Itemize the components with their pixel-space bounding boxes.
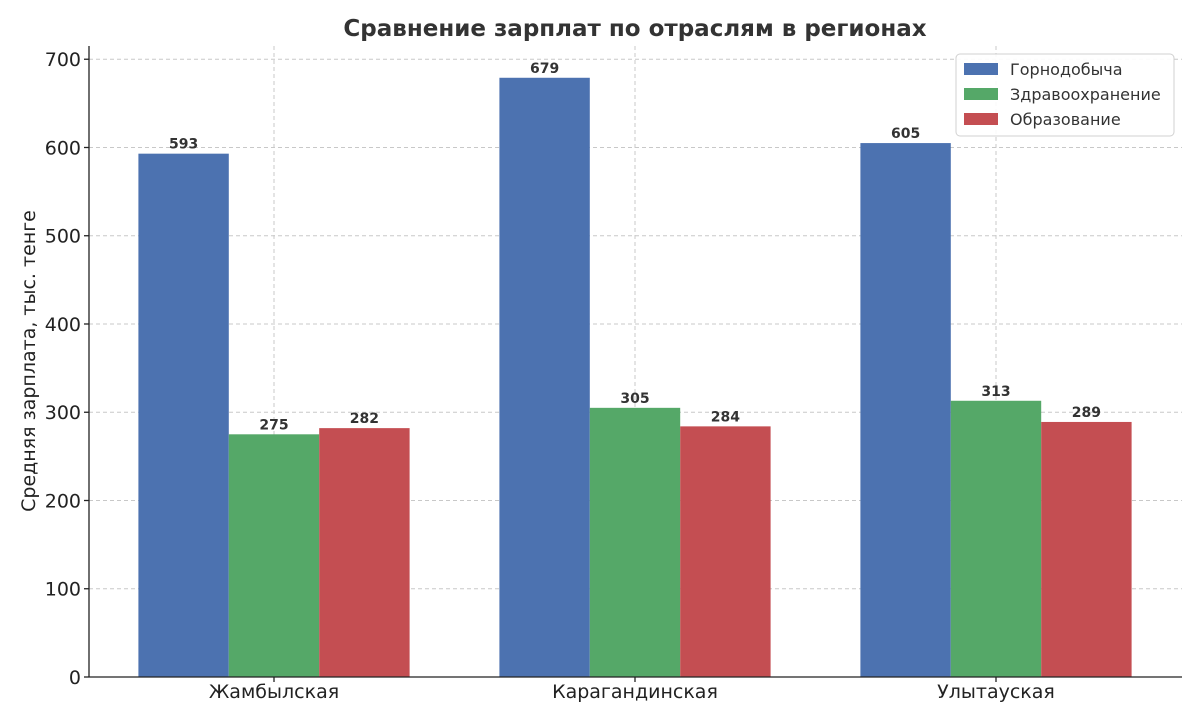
legend-label: Горнодобыча [1010, 60, 1123, 79]
legend: Горнодобыча Здравоохранение Образование [955, 53, 1175, 137]
legend-swatch [964, 88, 998, 100]
chart-title: Сравнение зарплат по отраслям в регионах [343, 16, 926, 42]
bar-value-label: 289 [1072, 405, 1101, 421]
y-tick-label: 700 [45, 49, 81, 71]
bar [228, 434, 320, 677]
legend-label: Образование [1010, 110, 1121, 129]
bar-value-label: 275 [259, 417, 288, 433]
y-tick-label: 0 [69, 667, 81, 689]
bar-value-label: 679 [530, 61, 559, 77]
x-tick-label: Жамбылская [209, 681, 339, 703]
legend-label: Здравоохранение [1010, 85, 1161, 104]
bar [319, 428, 410, 677]
bar [860, 143, 951, 678]
y-tick-label: 600 [45, 137, 81, 159]
y-tick-label: 400 [45, 314, 81, 336]
bar [499, 77, 590, 677]
legend-swatch [964, 63, 998, 75]
y-axis-label: Средняя зарплата, тыс. тенге [18, 210, 40, 512]
bar [589, 407, 681, 677]
bar [680, 426, 771, 677]
bar [1041, 421, 1132, 677]
bar-value-label: 605 [891, 126, 920, 142]
bar-value-label: 282 [350, 411, 379, 427]
axes: 0 100 200 300 400 500 600 700 Жамбылская Караганд… [45, 46, 1182, 703]
data-labels: 593 679 605 275 305 313 282 284 289 [169, 61, 1101, 434]
legend-swatch [964, 113, 998, 125]
y-tick-label: 200 [45, 490, 81, 512]
bar [138, 153, 229, 678]
bars [138, 77, 1132, 678]
bar-value-label: 284 [711, 409, 740, 425]
y-tick-label: 300 [45, 402, 81, 424]
y-tick-label: 500 [45, 226, 81, 248]
bar-value-label: 593 [169, 137, 198, 153]
bar-value-label: 305 [620, 391, 649, 407]
y-tick-label: 100 [45, 579, 81, 601]
x-tick-label: Карагандинская [552, 681, 718, 703]
x-tick-label: Улытауская [937, 681, 1055, 703]
bar-value-label: 313 [981, 384, 1010, 400]
legend-box [955, 53, 1175, 137]
bar [950, 400, 1042, 677]
